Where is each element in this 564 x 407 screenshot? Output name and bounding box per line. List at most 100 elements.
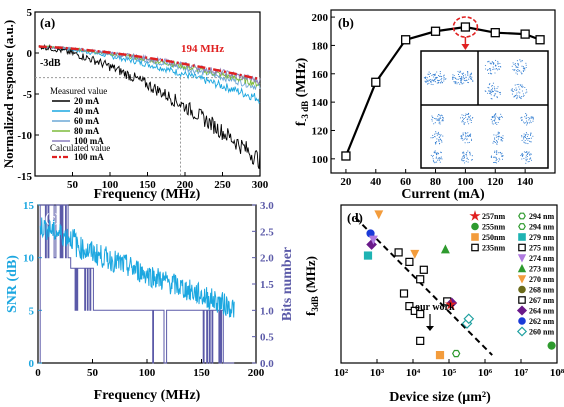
constellation-dot: [437, 115, 439, 117]
constellation-dot: [428, 76, 431, 78]
constellation-dot: [467, 158, 469, 161]
constellation-dot: [513, 64, 515, 66]
constellation-dot: [528, 151, 530, 153]
inset-frame: [420, 50, 549, 169]
constellation-dot: [516, 73, 518, 75]
constellation-dot: [463, 157, 465, 159]
constellation-dot: [527, 161, 529, 163]
panel-b-xtick-label: 100: [457, 176, 474, 188]
constellation-dot: [525, 131, 527, 134]
constellation-dot: [469, 153, 471, 155]
constellation-dot: [522, 121, 525, 123]
constellation-dot: [426, 77, 428, 79]
constellation-dot: [468, 78, 470, 80]
constellation-dot: [520, 84, 522, 86]
panel-b-xtick-label: 40: [370, 176, 382, 188]
constellation-dot: [525, 154, 527, 156]
constellation-dot: [467, 150, 469, 152]
constellation-dot: [514, 95, 516, 97]
constellation-dot: [493, 116, 495, 118]
constellation-dot: [497, 131, 499, 133]
constellation-dot: [495, 112, 497, 115]
constellation-dot: [462, 160, 464, 162]
constellation-dot: [431, 115, 433, 117]
constellation-dot: [490, 156, 492, 158]
constellation-dot: [432, 158, 434, 160]
constellation-dot: [442, 116, 444, 119]
constellation-dot: [500, 140, 502, 142]
constellation-dot: [487, 72, 490, 74]
panel-c-xtick-label: 0: [35, 367, 41, 379]
constellation-dot: [471, 117, 474, 119]
constellation-dot: [456, 78, 458, 80]
panel-b-line: [344, 25, 541, 157]
constellation-dot: [438, 139, 440, 141]
constellation-dot: [515, 65, 517, 67]
constellation-dot: [470, 78, 472, 80]
constellation-dot: [438, 114, 440, 116]
panel-d-legend-label: 275 nm: [529, 244, 554, 253]
constellation-dot: [438, 159, 440, 161]
constellation-dot: [468, 117, 470, 119]
constellation-dot: [521, 90, 523, 92]
panel-d-legend-marker: [471, 233, 479, 241]
constellation-dot: [522, 66, 524, 68]
constellation-dot: [438, 75, 440, 77]
panel-c-ytick-label: 0: [29, 358, 35, 370]
panel-b-xlabel: Current (mA): [401, 187, 485, 202]
panel-c-xtick-label: 200: [248, 367, 265, 379]
constellation-dot: [499, 116, 501, 118]
constellation-dot: [430, 154, 432, 156]
constellation-dot: [436, 71, 438, 73]
constellation-dot: [470, 133, 472, 135]
constellation-dot: [467, 72, 469, 74]
constellation-dot: [460, 81, 462, 83]
constellation-dot: [462, 139, 464, 141]
constellation-dot: [441, 81, 443, 83]
constellation-dot: [457, 78, 459, 80]
constellation-dot: [526, 123, 528, 125]
constellation-dot: [464, 137, 466, 139]
constellation-dot: [530, 116, 532, 118]
constellation-dot: [525, 118, 527, 120]
constellation-dot: [463, 78, 465, 80]
constellation-dot: [494, 161, 496, 163]
constellation-dot: [491, 122, 493, 124]
constellation-dot: [427, 83, 429, 85]
panel-d-legend-label: 279 nm: [529, 233, 554, 242]
constellation-dot: [523, 95, 525, 97]
constellation-dot: [527, 121, 529, 123]
constellation-dot: [467, 121, 469, 123]
constellation-dot: [490, 94, 492, 96]
panel-d-legend-label: 260 nm: [529, 328, 554, 337]
panel-a-label: (a): [40, 15, 55, 30]
constellation-dot: [525, 151, 527, 153]
constellation-dot: [439, 115, 442, 117]
constellation-dot: [514, 64, 517, 66]
constellation-dot: [525, 62, 527, 64]
constellation-dot: [463, 160, 465, 162]
constellation-dot: [499, 151, 501, 153]
panel-d-legend-label: 235nm: [482, 244, 505, 253]
constellation-dot: [458, 76, 460, 78]
constellation-dot: [465, 114, 467, 117]
panel-d-legend-marker: [471, 222, 479, 231]
constellation-dot: [518, 96, 521, 98]
constellation-dot: [463, 138, 465, 140]
constellation-dot: [464, 132, 466, 134]
constellation-dot: [438, 140, 440, 143]
panel-b-xtick-label: 120: [487, 176, 504, 188]
constellation-dot: [494, 156, 496, 158]
panel-d-legend-marker: [518, 233, 526, 241]
constellation-dot: [469, 74, 471, 76]
panel-b-ytick-label: 160: [312, 69, 329, 81]
constellation-dot: [465, 79, 467, 81]
constellation-dot: [461, 137, 463, 139]
constellation-dot: [485, 68, 487, 70]
constellation-dot: [460, 76, 462, 78]
constellation-dot: [460, 80, 462, 82]
constellation-dot: [499, 62, 501, 65]
constellation-dot: [439, 121, 441, 123]
panel-d-point: [368, 235, 378, 245]
